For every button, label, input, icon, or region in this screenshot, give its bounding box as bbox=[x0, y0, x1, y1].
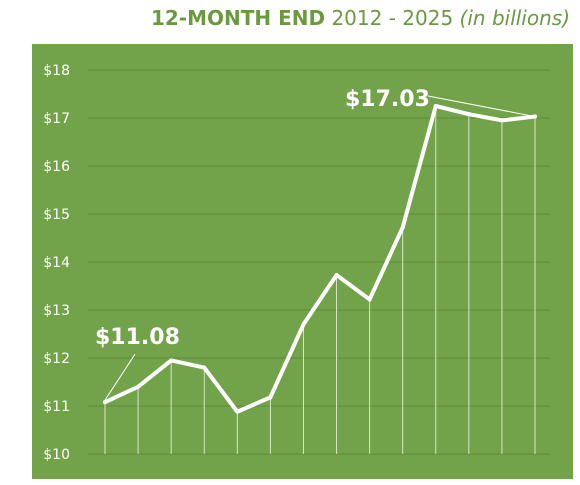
data-point bbox=[334, 272, 339, 277]
annotation-leader bbox=[427, 95, 536, 118]
chart-panel: $10 $11 $12 $13 $14 $15 $16 $17 $18 $11.08 $17.03 bbox=[32, 44, 573, 479]
data-point bbox=[301, 322, 306, 327]
data-point bbox=[367, 297, 372, 302]
data-point bbox=[103, 400, 107, 405]
data-point bbox=[235, 409, 240, 414]
data-point bbox=[169, 358, 174, 363]
data-point bbox=[202, 365, 207, 370]
data-point bbox=[466, 112, 471, 117]
series-line bbox=[103, 104, 537, 414]
y-tick-label: $17 bbox=[43, 111, 70, 127]
annotation-label: $11.08 bbox=[95, 325, 180, 350]
y-tick-label: $10 bbox=[43, 447, 70, 463]
data-point bbox=[400, 225, 405, 230]
title-years: 2012 - 2025 bbox=[331, 6, 454, 30]
y-tick-label: $11 bbox=[43, 399, 70, 415]
chart-title: 12-MONTH END 2012 - 2025 (in billions) bbox=[151, 6, 570, 30]
annotation-leader bbox=[104, 353, 136, 401]
data-point bbox=[433, 104, 438, 108]
data-point bbox=[268, 395, 273, 400]
title-unit: (in billions) bbox=[459, 6, 570, 30]
y-tick-label: $16 bbox=[43, 159, 70, 175]
y-tick-label: $14 bbox=[43, 255, 70, 271]
line-chart: $10 $11 $12 $13 $14 $15 $16 $17 $18 $11.08 $17.03 bbox=[43, 63, 550, 463]
data-point bbox=[499, 118, 504, 123]
y-tick-label: $18 bbox=[43, 63, 70, 79]
annotation-label: $17.03 bbox=[345, 87, 430, 112]
y-tick-label: $15 bbox=[43, 207, 70, 223]
y-tick-label: $13 bbox=[43, 303, 70, 319]
data-point bbox=[136, 384, 141, 389]
y-tick-label: $12 bbox=[43, 351, 70, 367]
title-main: 12-MONTH END bbox=[150, 6, 326, 30]
